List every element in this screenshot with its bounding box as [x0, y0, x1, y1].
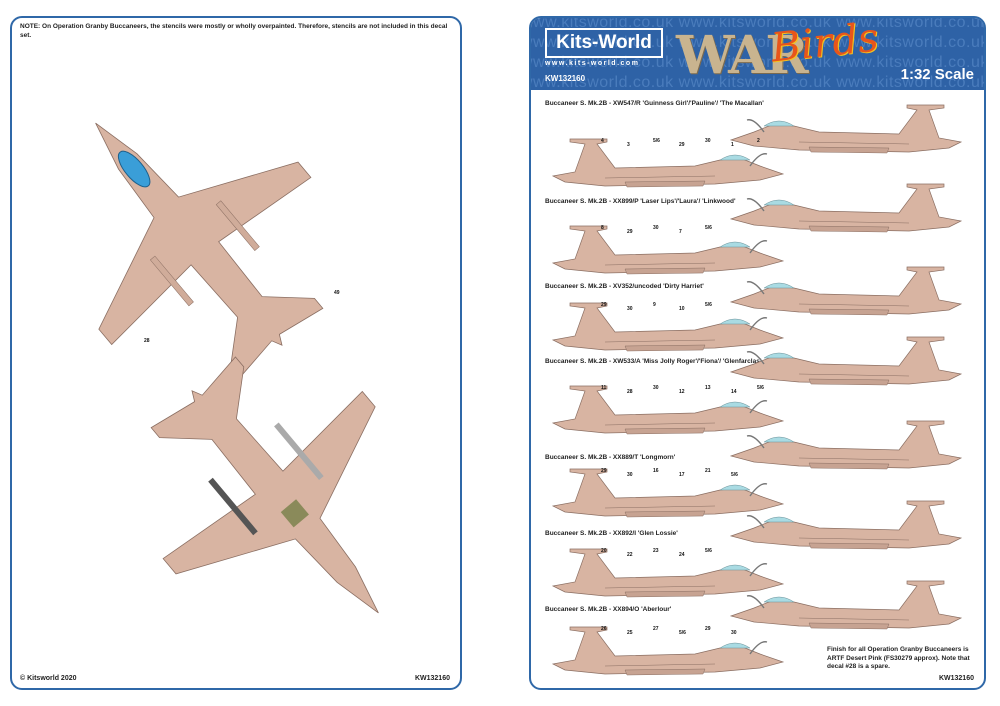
sheet-code: KW132160 [938, 675, 974, 682]
decal-number: 23 [653, 548, 659, 554]
decal-number: 29 [601, 302, 607, 308]
scheme-caption: Buccaneer S. Mk.2B - XX889/T 'Longmorn' [545, 454, 676, 461]
decal-number: 4 [601, 138, 604, 144]
scheme-caption: Buccaneer S. Mk.2B - XX894/O 'Aberlour' [545, 606, 672, 613]
aircraft-profile-starboard [729, 578, 969, 638]
aircraft-profile-starboard [729, 334, 969, 394]
decal-number: 12 [679, 389, 685, 395]
aircraft-profile-starboard [729, 102, 969, 162]
kits-world-logo: Kits-World [545, 28, 663, 58]
decal-number: 14 [731, 389, 737, 395]
scheme-caption: Buccaneer S. Mk.2B - XV352/uncoded 'Dirt… [545, 283, 704, 290]
decal-number: 24 [679, 552, 685, 558]
decal-number: 29 [627, 229, 633, 235]
decal-number: 5/6 [679, 630, 686, 636]
aircraft-profile-starboard [729, 181, 969, 241]
decal-number: 17 [679, 472, 685, 478]
decal-number: 16 [653, 468, 659, 474]
decal-number: 29 [705, 626, 711, 632]
sheet-code: KW132160 [414, 675, 450, 682]
decal-number: 10 [679, 306, 685, 312]
decal-number: 28 [627, 389, 633, 395]
watermark: www.kitsworld.co.uk www.kitsworld.co.uk … [531, 54, 984, 71]
right-panel: www.kitsworld.co.uk www.kitsworld.co.uk … [529, 16, 986, 690]
decal-number: 25 [627, 630, 633, 636]
decal-number: 20 [601, 548, 607, 554]
plan-view-upper [95, 122, 324, 380]
callout-49: 49 [334, 290, 340, 296]
decal-number: 27 [653, 626, 659, 632]
decal-number: 30 [653, 225, 659, 231]
decal-number: 30 [705, 138, 711, 144]
aircraft-profile-starboard [729, 418, 969, 478]
watermark: www.kitsworld.co.uk www.kitsworld.co.uk … [531, 34, 984, 51]
scheme-caption: Buccaneer S. Mk.2B - XW547/R 'Guinness G… [545, 100, 764, 107]
scheme-caption: Buccaneer S. Mk.2B - XX892/I 'Glen Lossi… [545, 530, 678, 537]
aircraft-profile-starboard [729, 498, 969, 558]
warbirds-logo-war: WAR [676, 25, 809, 86]
decal-number: 8 [601, 225, 604, 231]
decal-number: 5/6 [705, 225, 712, 231]
decal-number: 30 [731, 630, 737, 636]
decal-number: 5/6 [757, 385, 764, 391]
decal-number: 5/6 [705, 548, 712, 554]
watermark: www.kitsworld.co.uk www.kitsworld.co.uk … [531, 18, 984, 31]
left-panel: NOTE: On Operation Granby Buccaneers, th… [10, 16, 462, 690]
decal-number: 5/6 [705, 302, 712, 308]
decal-number: 21 [705, 468, 711, 474]
brand-url: www.kits-world.com [545, 60, 640, 67]
decal-number: 22 [627, 552, 633, 558]
decal-number: 2 [757, 138, 760, 144]
decal-number: 11 [601, 385, 607, 391]
decal-number: 7 [679, 229, 682, 235]
decal-number: 5/6 [731, 472, 738, 478]
decal-number: 5/6 [653, 138, 660, 144]
decal-number: 26 [601, 626, 607, 632]
plan-view-lower [150, 356, 379, 614]
decal-number: 30 [653, 385, 659, 391]
stencil-note: NOTE: On Operation Granby Buccaneers, th… [20, 23, 448, 39]
decal-number: 9 [653, 302, 656, 308]
callout-28: 28 [144, 338, 150, 344]
aircraft-profile-starboard [729, 264, 969, 324]
decal-number: 29 [601, 468, 607, 474]
decal-number: 30 [627, 472, 633, 478]
decal-number: 3 [627, 142, 630, 148]
header-banner: www.kitsworld.co.uk www.kitsworld.co.uk … [531, 18, 984, 90]
finish-note: Finish for all Operation Granby Buccanee… [827, 646, 970, 670]
scheme-caption: Buccaneer S. Mk.2B - XW533/A 'Miss Jolly… [545, 358, 762, 365]
scheme-caption: Buccaneer S. Mk.2B - XX899/P 'Laser Lips… [545, 198, 736, 205]
header-code: KW132160 [545, 74, 586, 83]
decal-number: 29 [679, 142, 685, 148]
decal-number: 30 [627, 306, 633, 312]
copyright: © Kitsworld 2020 [20, 675, 77, 682]
decal-number: 13 [705, 385, 711, 391]
decal-number: 1 [731, 142, 734, 148]
watermark: www.kitsworld.co.uk www.kitsworld.co.uk … [531, 74, 984, 90]
scale-label: 1:32 Scale [900, 66, 974, 83]
